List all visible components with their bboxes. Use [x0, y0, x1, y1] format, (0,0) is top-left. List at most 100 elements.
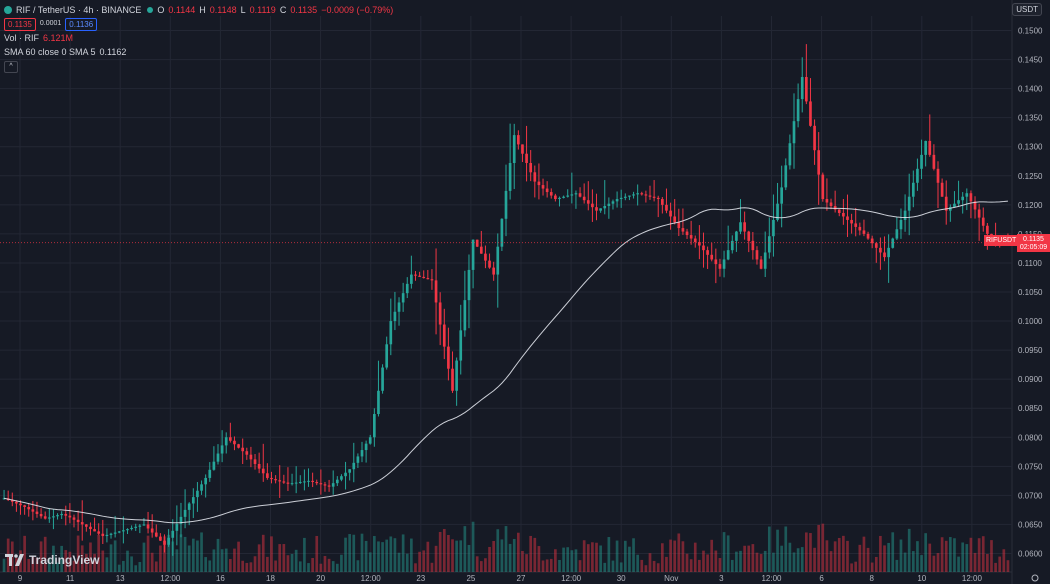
- volume-bar: [512, 538, 516, 572]
- volume-bar: [566, 547, 570, 572]
- volume-bar: [940, 537, 944, 572]
- sell-price-button[interactable]: 0.1135: [4, 17, 36, 31]
- candle-body: [241, 447, 245, 452]
- volume-bar: [693, 542, 697, 572]
- time-tick-label: Nov: [664, 574, 678, 583]
- volume-bar: [122, 560, 125, 572]
- volume-bar: [315, 535, 319, 572]
- volume-bar: [747, 545, 751, 572]
- candle-body: [253, 459, 257, 464]
- candle-body: [936, 168, 940, 183]
- volume-bar: [517, 532, 520, 572]
- candle-body: [23, 505, 26, 507]
- volume-bar: [233, 548, 236, 572]
- bid-ask-row: 0.1135 0.0001 0.1136: [4, 17, 393, 31]
- volume-bar: [994, 562, 997, 572]
- volume-bar: [833, 541, 837, 572]
- candle-body: [187, 503, 191, 510]
- volume-bar: [529, 535, 533, 572]
- volume-bar: [76, 535, 80, 572]
- candle-body: [854, 223, 858, 227]
- candle-body: [113, 532, 117, 534]
- candle-body: [554, 195, 557, 200]
- volume-bar: [504, 526, 508, 572]
- volume-bar: [656, 563, 660, 572]
- candle-body: [829, 202, 833, 207]
- volume-bar: [130, 556, 133, 572]
- volume-bar: [257, 544, 261, 572]
- price-tick-label: 0.1500: [1018, 27, 1043, 36]
- volume-value: 6.121M: [43, 33, 74, 43]
- time-tick-label: 12:00: [160, 574, 181, 583]
- volume-bar: [702, 550, 705, 572]
- price-tick-label: 0.0900: [1018, 375, 1043, 384]
- price-tick-label: 0.1000: [1018, 317, 1043, 326]
- candle-body: [303, 481, 306, 483]
- symbol-title[interactable]: RIF / TetherUS · 4h · BINANCE: [16, 5, 142, 15]
- volume-bar: [730, 559, 734, 572]
- volume-bar: [809, 533, 812, 572]
- candle-body: [130, 527, 133, 530]
- candle-body: [879, 247, 882, 253]
- candle-body: [335, 479, 339, 484]
- candle-body: [56, 515, 59, 517]
- volume-bar: [751, 544, 755, 572]
- candle-body: [356, 456, 360, 463]
- volume-bar: [887, 542, 890, 572]
- volume-bar: [373, 536, 376, 572]
- candle-body: [393, 311, 397, 322]
- candle-body: [229, 437, 232, 441]
- candle-body: [204, 477, 207, 485]
- candle-body: [805, 77, 808, 102]
- volume-bar: [401, 534, 405, 572]
- tradingview-logo[interactable]: TradingView: [5, 553, 99, 567]
- collapse-legend-button[interactable]: ^: [4, 61, 18, 73]
- volume-bar: [368, 552, 372, 572]
- volume-bar: [537, 546, 541, 572]
- candle-body: [224, 437, 228, 446]
- price-axis: [1012, 0, 1050, 584]
- volume-bar: [558, 559, 561, 572]
- ohlc-open: 0.1144: [168, 5, 196, 15]
- volume-bar: [969, 537, 973, 572]
- volume-bar: [105, 557, 109, 572]
- time-tick-label: 13: [116, 574, 125, 583]
- candle-body: [463, 300, 467, 331]
- volume-bar: [224, 548, 228, 572]
- candle-body: [286, 482, 290, 484]
- currency-selector[interactable]: USDT: [1012, 3, 1042, 16]
- candle-body: [730, 240, 734, 251]
- candle-body: [521, 144, 524, 154]
- candle-body: [191, 497, 195, 504]
- volume-bar: [726, 535, 730, 572]
- volume-bar: [669, 539, 672, 572]
- volume-bar: [323, 556, 327, 572]
- volume-bar: [352, 534, 356, 572]
- volume-bar: [249, 562, 253, 572]
- symbol-logo-icon: [4, 6, 12, 14]
- candle-body: [784, 165, 788, 188]
- candle-body: [607, 203, 611, 207]
- sma-row[interactable]: SMA 60 close 0 SMA 5 0.1162: [4, 45, 393, 59]
- volume-bar: [986, 553, 989, 572]
- volume-bar: [990, 540, 993, 572]
- volume-row[interactable]: Vol · RIF 6.121M: [4, 31, 393, 45]
- candle-body: [911, 182, 915, 197]
- candle-body: [290, 483, 294, 485]
- buy-price-button[interactable]: 0.1136: [65, 17, 98, 31]
- volume-bar: [722, 532, 726, 572]
- candle-body: [19, 503, 22, 506]
- ohlc-close-key: C: [279, 5, 287, 15]
- volume-bar: [685, 553, 689, 572]
- candle-body: [496, 246, 500, 275]
- candle-body: [278, 480, 282, 482]
- ohlc-open-key: O: [157, 5, 165, 15]
- candle-body: [368, 437, 372, 444]
- candle-body: [93, 529, 96, 532]
- candle-body: [138, 525, 142, 527]
- candle-body: [68, 515, 72, 518]
